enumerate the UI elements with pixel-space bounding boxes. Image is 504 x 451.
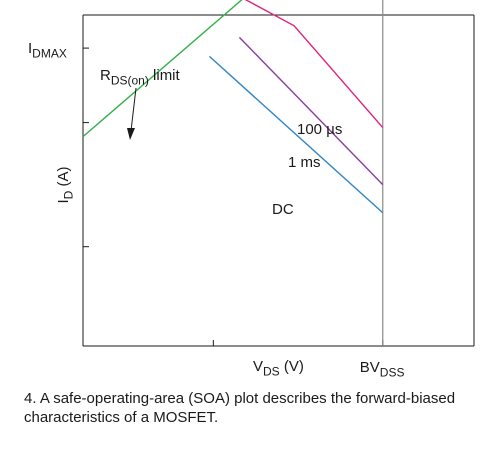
- series-line-2: [238, 36, 384, 186]
- series-line-0: [82, 0, 243, 138]
- series-label-0: RDS(on) limit: [100, 67, 181, 88]
- series-label-3: DC: [272, 201, 294, 218]
- x-axis-label: VDS (V): [253, 358, 304, 379]
- figure-caption: 4. A safe-operating-area (SOA) plot desc…: [24, 390, 456, 426]
- y-tick-label: IDMAX: [28, 40, 67, 61]
- soa-boundary-line: [382, 0, 384, 346]
- x-tick-label: BVDSS: [360, 359, 405, 380]
- series-line-1: [244, 0, 384, 128]
- soa-chart: IDMAX BVDSS RDS(on) limit 100 µs 1 ms DC VDS (…: [28, 0, 475, 380]
- annotation-arrow-head: [127, 128, 135, 140]
- y-axis-label: ID (A): [55, 166, 76, 203]
- series-label-2: 1 ms: [288, 154, 321, 171]
- series-label-1: 100 µs: [297, 121, 342, 138]
- series-line-3: [208, 55, 384, 214]
- annotation-arrow-line: [130, 87, 137, 132]
